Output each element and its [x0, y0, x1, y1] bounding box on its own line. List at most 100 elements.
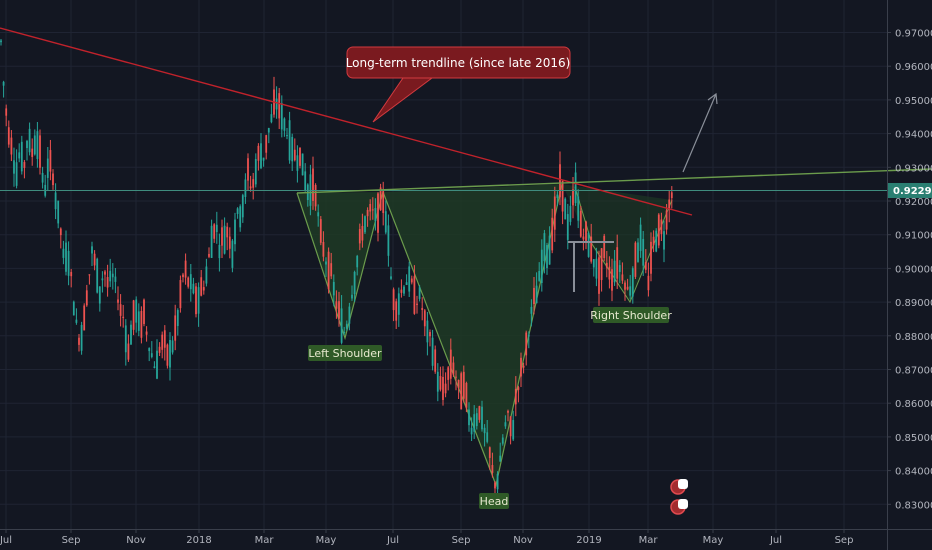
candle-body-down [668, 199, 671, 210]
candle-body-up [291, 136, 294, 162]
candle-body-down [621, 274, 624, 281]
candle-body-down [358, 229, 361, 244]
event-badge: 2 [670, 499, 688, 515]
x-tick-label: May [316, 535, 337, 546]
candle-body-up [197, 287, 200, 314]
candle-body-up [239, 206, 242, 228]
candle-body-up [288, 120, 291, 161]
candle-body-down [603, 235, 606, 259]
candle-body-up [374, 208, 377, 222]
callout-box [346, 46, 571, 79]
projection-arrow-head [707, 92, 718, 105]
candle-body-up [535, 285, 538, 304]
candle-body-up [631, 268, 634, 297]
event-badge-count-bg [678, 499, 688, 509]
candle-body-down [369, 204, 372, 212]
candle-body-down [52, 173, 54, 186]
candle-body-down [104, 271, 106, 275]
candle-body-down [455, 376, 457, 378]
candle-body-up [317, 212, 320, 217]
candle-body-up [231, 240, 234, 268]
candle-body-up [156, 350, 158, 379]
candle-body-down [88, 274, 91, 276]
candle-body-up [109, 270, 112, 282]
candle-body-down [585, 221, 587, 243]
candle-body-down [377, 193, 379, 233]
candle-body-down [525, 332, 528, 356]
candle-body-up [46, 158, 49, 178]
candle-body-down [327, 251, 330, 290]
x-tick-label: Nov [513, 535, 533, 546]
candle-body-down [421, 307, 424, 311]
right-shoulder-label: Right Shoulder [590, 307, 672, 323]
candle-body-up [189, 274, 192, 290]
candle-body-up [223, 225, 226, 254]
candle-body-up [364, 216, 366, 233]
candle-body-up [637, 242, 639, 262]
candle-body-up [65, 242, 67, 272]
candle-body-up [270, 114, 273, 123]
candle-body-down [600, 248, 603, 281]
candle-body-up [468, 409, 470, 426]
candle-body-up [267, 128, 270, 133]
candle-body-up [15, 162, 18, 186]
candle-body-down [514, 388, 517, 405]
candle-body-down [252, 179, 255, 188]
candle-body-up [408, 266, 411, 292]
candle-body-up [41, 172, 44, 183]
candle-body-down [465, 382, 468, 408]
candle-body-down [330, 263, 333, 277]
candle-body-up [57, 200, 60, 224]
candle-body-up [244, 179, 247, 197]
candle-body-up [236, 208, 239, 215]
trendline-callout: Long-term trendline (since late 2016) [346, 46, 571, 123]
candle-body-up [218, 244, 221, 259]
candle-body-down [371, 209, 374, 211]
head-label-bg [479, 493, 509, 509]
candle-body-up [148, 348, 151, 352]
candle-body-down [517, 387, 520, 390]
candle-body-down [561, 180, 564, 212]
candle-body-up [473, 414, 476, 432]
candle-body-up [114, 276, 117, 282]
candle-body-up [390, 276, 392, 279]
candle-body-up [301, 153, 304, 176]
candle-body-up [397, 293, 400, 315]
candle-body-up [260, 143, 262, 169]
candle-body-down [624, 282, 626, 290]
current-price-tag-bg [888, 183, 932, 198]
candle-body-up [348, 306, 351, 324]
candle-body-down [382, 190, 385, 214]
head-label-text: Head [480, 495, 509, 508]
candle-body-up [540, 249, 543, 284]
candle-body-up [556, 194, 559, 199]
candle-body-up [486, 432, 489, 442]
overlays: Long-term trendline (since late 2016) Lef… [0, 27, 932, 515]
candle-body-down [228, 236, 231, 249]
candle-body-down [520, 357, 522, 377]
candle-body-up [98, 286, 101, 304]
candle-body-up [655, 230, 658, 252]
candle-body-down [31, 148, 34, 157]
candle-body-down [494, 482, 496, 489]
x-tick-label: 2019 [576, 535, 601, 546]
candle-body-up [574, 172, 577, 204]
candle-body-up [36, 131, 39, 159]
pattern-fill [297, 184, 562, 485]
candle-body-down [582, 236, 585, 240]
candle-body-down [488, 447, 491, 458]
candle-body-down [379, 187, 382, 211]
candle-body-up [512, 420, 515, 440]
event-badge-count-bg [678, 479, 688, 489]
candle-body-down [533, 287, 535, 305]
candle-body-down [299, 147, 301, 166]
candle-body-down [314, 184, 317, 207]
candle-body-up [96, 258, 99, 293]
candle-body-up [639, 224, 642, 251]
candle-body-down [605, 262, 608, 268]
